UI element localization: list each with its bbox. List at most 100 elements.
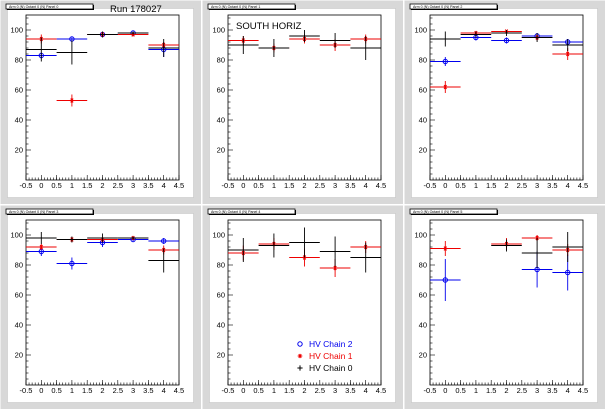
data-point bbox=[552, 232, 583, 262]
y-tick-label: 80 bbox=[15, 261, 23, 270]
y-tick-label: 40 bbox=[217, 321, 225, 330]
series-hv-chain-2 bbox=[26, 236, 179, 270]
y-tick-label: 60 bbox=[419, 86, 427, 95]
x-tick-label: 0.5 bbox=[253, 181, 263, 190]
legend-label: HV Chain 1 bbox=[309, 351, 353, 361]
legend-entry: HV Chain 1 bbox=[297, 351, 353, 361]
data-point bbox=[430, 81, 461, 93]
star-marker bbox=[443, 246, 448, 251]
x-tick-label: 4 bbox=[566, 181, 570, 190]
data-point bbox=[430, 241, 461, 256]
y-tick-label: 60 bbox=[15, 86, 23, 95]
data-point bbox=[56, 40, 88, 65]
circle-marker bbox=[69, 260, 75, 267]
x-tick-label: 3 bbox=[131, 386, 135, 395]
data-point bbox=[56, 257, 88, 270]
panel-title: Arm 0 (N) Octant 0 (N) Panel 3 bbox=[9, 210, 58, 214]
x-tick-label: 4 bbox=[364, 181, 368, 190]
y-tick-label: 40 bbox=[419, 116, 427, 125]
x-tick-label: 2.5 bbox=[113, 386, 123, 395]
y-tick-label: 20 bbox=[217, 351, 225, 360]
data-point bbox=[350, 36, 381, 60]
y-tick-label: 40 bbox=[15, 321, 23, 330]
title-box bbox=[409, 208, 498, 215]
series-hv-chain-0 bbox=[26, 232, 179, 273]
series-hv-chain-0 bbox=[228, 227, 381, 273]
panel-title: Arm 0 (N) Octant 0 (N) Panel 0 bbox=[9, 5, 58, 9]
x-tick-label: -0.5 bbox=[222, 181, 235, 190]
x-tick-label: 4 bbox=[566, 386, 570, 395]
data-point bbox=[319, 33, 351, 48]
x-tick-label: 3.5 bbox=[547, 386, 557, 395]
star-stroke bbox=[333, 265, 337, 271]
x-tick-label: 3.5 bbox=[143, 386, 153, 395]
y-tick-label: 20 bbox=[419, 146, 427, 155]
plot-frame bbox=[25, 219, 180, 386]
x-tick-label: -0.5 bbox=[20, 181, 33, 190]
x-tick-label: -0.5 bbox=[20, 386, 33, 395]
star-stroke bbox=[39, 244, 43, 250]
series-hv-chain-0 bbox=[430, 30, 583, 51]
y-tick-label: 80 bbox=[419, 56, 427, 65]
x-tick-label: 1.5 bbox=[284, 386, 294, 395]
data-point bbox=[56, 94, 88, 107]
x-tick-label: 1.5 bbox=[284, 181, 294, 190]
star-stroke bbox=[298, 353, 302, 359]
x-tick-label: 4.5 bbox=[376, 386, 386, 395]
x-tick-label: 2 bbox=[100, 386, 104, 395]
y-tick-label: 100 bbox=[10, 231, 23, 240]
x-tick-label: 3.5 bbox=[143, 181, 153, 190]
circle-marker bbox=[442, 277, 448, 283]
x-tick-label: 1 bbox=[474, 181, 478, 190]
y-tick-label: 40 bbox=[15, 116, 23, 125]
y-tick-label: 20 bbox=[15, 351, 23, 360]
x-tick-label: 4.5 bbox=[578, 181, 588, 190]
star-marker bbox=[39, 244, 44, 250]
star-stroke bbox=[443, 84, 447, 90]
y-tick-label: 60 bbox=[217, 291, 225, 300]
x-tick-label: 1 bbox=[70, 181, 74, 190]
y-tick-label: 40 bbox=[217, 116, 225, 125]
data-point bbox=[289, 30, 320, 42]
x-tick-label: 0 bbox=[39, 386, 43, 395]
star-stroke bbox=[70, 98, 74, 103]
x-tick-label: 3 bbox=[333, 181, 337, 190]
data-point bbox=[350, 242, 381, 273]
x-tick-label: 3.5 bbox=[547, 181, 557, 190]
title-box bbox=[5, 3, 94, 10]
x-tick-label: -0.5 bbox=[424, 386, 437, 395]
x-tick-label: 2.5 bbox=[517, 386, 527, 395]
y-tick-label: 60 bbox=[419, 291, 427, 300]
x-tick-label: 4.5 bbox=[174, 386, 184, 395]
chart-panel-4: Arm 0 (N) Octant 0 (N) Panel 42040608010… bbox=[202, 205, 403, 409]
title-box bbox=[5, 208, 94, 215]
data-point bbox=[26, 232, 57, 244]
y-tick-label: 60 bbox=[217, 86, 225, 95]
x-tick-label: 1.5 bbox=[486, 386, 496, 395]
x-tick-label: 0 bbox=[443, 181, 447, 190]
x-tick-label: -0.5 bbox=[424, 181, 437, 190]
x-tick-label: 0.5 bbox=[455, 386, 465, 395]
data-point bbox=[491, 239, 522, 252]
x-tick-label: 2 bbox=[100, 181, 104, 190]
x-tick-label: 1.5 bbox=[486, 181, 496, 190]
chart-panel-5: Arm 0 (N) Octant 0 (N) Panel 52040608010… bbox=[404, 205, 605, 409]
circle-marker bbox=[442, 58, 448, 65]
x-tick-label: 3 bbox=[333, 386, 337, 395]
x-tick-label: 2 bbox=[302, 386, 306, 395]
circle-marker bbox=[161, 238, 167, 244]
data-point bbox=[319, 236, 351, 267]
data-point bbox=[289, 227, 320, 258]
data-point bbox=[26, 37, 57, 62]
data-point bbox=[552, 39, 583, 51]
x-tick-label: 0 bbox=[443, 386, 447, 395]
data-point bbox=[117, 31, 149, 35]
title-box bbox=[409, 3, 498, 10]
x-tick-label: 1 bbox=[272, 386, 276, 395]
panel-title: Arm 0 (N) Octant 0 (N) Panel 4 bbox=[211, 210, 260, 214]
x-tick-label: 0 bbox=[241, 386, 245, 395]
chart-panel-0: Arm 0 (N) Octant 0 (N) Panel 02040608010… bbox=[0, 0, 201, 204]
x-tick-label: 3.5 bbox=[345, 181, 355, 190]
x-tick-label: 4.5 bbox=[376, 181, 386, 190]
